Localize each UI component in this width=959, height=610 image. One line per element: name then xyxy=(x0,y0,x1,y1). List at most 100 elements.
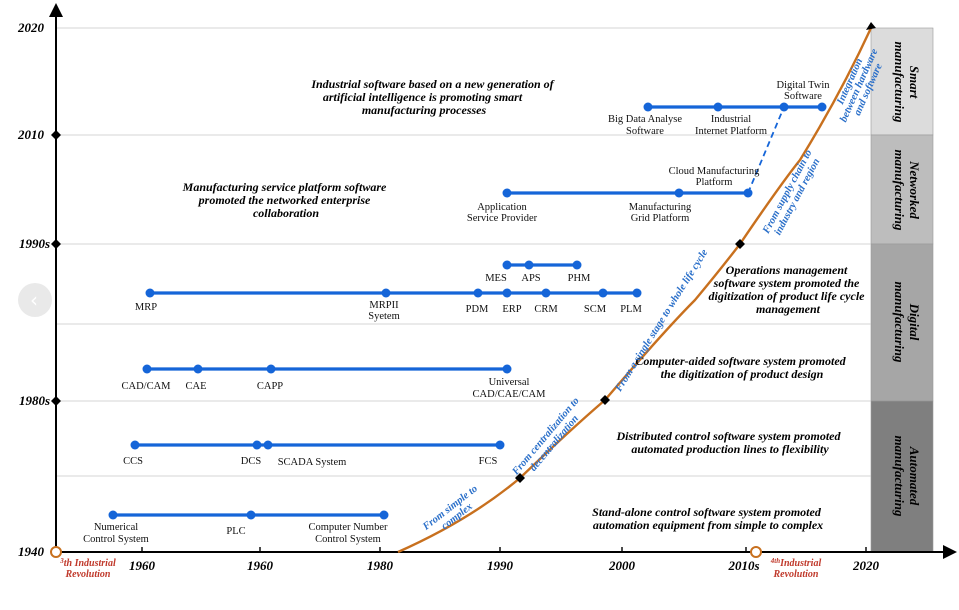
third-revolution-marker xyxy=(50,546,62,558)
node-plc xyxy=(246,510,256,520)
stage-digital-label: Digitalmanufacturing xyxy=(892,282,922,363)
node-pdm xyxy=(473,288,483,298)
stage-descriptions: Industrial software based on a new gener… xyxy=(182,77,868,532)
node-smart-end xyxy=(817,102,827,112)
stage-labels: Smartmanufacturing Networkedmanufacturin… xyxy=(892,42,922,517)
node-nc xyxy=(108,510,118,520)
x-label-2010s: 2010s xyxy=(727,558,759,573)
label-mrpii: MRPII Syetem xyxy=(368,300,400,322)
label-cnc: Computer Number Control System xyxy=(308,522,388,545)
node-industrial-internet xyxy=(713,102,723,112)
label-mrp: MRP xyxy=(135,302,157,313)
label-asp: Application Service Provider xyxy=(467,202,538,224)
node-plm xyxy=(632,288,642,298)
stage-smart-label: Smartmanufacturing xyxy=(892,42,922,123)
x-label-2000: 2000 xyxy=(608,558,636,573)
node-cadcam xyxy=(142,364,152,374)
node-digital-twin xyxy=(779,102,789,112)
third-revolution-label: 3th Industrial Revolution xyxy=(59,557,116,580)
node-mes xyxy=(502,260,512,270)
label-capp: CAPP xyxy=(257,381,283,392)
fourth-revolution-marker xyxy=(750,546,762,558)
timeline-nodes xyxy=(108,102,827,520)
y-label-2010: 2010 xyxy=(17,127,45,142)
y-axis-markers xyxy=(51,130,61,406)
label-scm: SCM xyxy=(584,304,607,315)
label-universal: Universal CAD/CAE/CAM xyxy=(473,377,547,400)
label-cae: CAE xyxy=(186,381,207,392)
node-mrpii xyxy=(381,288,391,298)
svg-text:3th Industrial: 3th Industrial xyxy=(59,557,116,569)
x-axis-ticks xyxy=(141,547,867,552)
label-big-data: Big Data Analyse Software xyxy=(608,114,682,137)
node-cnc xyxy=(379,510,389,520)
stage-band-networked xyxy=(870,134,934,245)
node-fcs xyxy=(495,440,505,450)
node-scm xyxy=(598,288,608,298)
label-digital-twin: Digital Twin Software xyxy=(776,80,830,102)
stage-band-digital xyxy=(870,243,934,402)
curve-markers xyxy=(515,22,876,483)
node-asp xyxy=(502,188,512,198)
annotation-centralization: From centralization todecentralization xyxy=(510,396,590,486)
label-plc: PLC xyxy=(226,526,245,537)
description-standalone: Stand-alone control software system prom… xyxy=(592,505,824,532)
node-phm xyxy=(572,260,582,270)
description-smart: Industrial software based on a new gener… xyxy=(310,77,556,117)
label-industrial-internet: Industrial Internet Platform xyxy=(695,114,767,137)
label-mes: MES xyxy=(485,273,507,284)
node-labels: Big Data Analyse Software Industrial Inter… xyxy=(83,80,830,545)
label-fcs: FCS xyxy=(479,456,498,467)
connector-cloud-to-twin xyxy=(747,106,785,194)
stage-band-automated xyxy=(870,400,934,553)
stage-automated-label: Automatedmanufacturing xyxy=(892,436,922,517)
label-aps: APS xyxy=(521,273,540,284)
node-mrp xyxy=(145,288,155,298)
chevron-left-icon: ‹ xyxy=(30,288,38,312)
stage-band-smart xyxy=(870,27,934,136)
label-mgp: Manufacturing Grid Platform xyxy=(629,202,692,224)
x-label-1990: 1990 xyxy=(487,558,514,573)
label-nc: Numerical Control System xyxy=(83,522,149,545)
node-cloud xyxy=(743,188,753,198)
description-digital-cad: Computer-aided software system promoted … xyxy=(635,354,848,381)
label-crm: CRM xyxy=(534,304,558,315)
label-plm: PLM xyxy=(620,304,642,315)
fourth-revolution-label: 4thIndustrial Revolution xyxy=(770,557,822,580)
svg-text:Revolution: Revolution xyxy=(64,569,110,580)
carousel-prev-button[interactable]: ‹ xyxy=(18,283,52,317)
node-erp xyxy=(502,288,512,298)
y-axis-labels: 2020 2010 1990s 1980s 1940 xyxy=(17,20,50,559)
description-digital-ops: Operations management software system pr… xyxy=(709,263,868,316)
node-scada xyxy=(263,440,273,450)
node-ccs xyxy=(130,440,140,450)
svg-text:Revolution: Revolution xyxy=(772,569,818,580)
x-label-1960b: 1960 xyxy=(247,558,274,573)
x-label-1980: 1980 xyxy=(367,558,394,573)
node-big-data xyxy=(643,102,653,112)
x-label-2020: 2020 xyxy=(852,558,880,573)
svg-text:4thIndustrial: 4thIndustrial xyxy=(770,557,822,569)
label-scada: SCADA System xyxy=(278,457,347,468)
y-label-2020: 2020 xyxy=(17,20,45,35)
y-label-1990s: 1990s xyxy=(19,236,50,251)
label-cloud: Cloud Manufacturing Platform xyxy=(669,166,760,188)
node-capp xyxy=(266,364,276,374)
node-crm xyxy=(541,288,551,298)
stage-networked-label: Networkedmanufacturing xyxy=(892,150,922,231)
label-cadcam: CAD/CAM xyxy=(121,381,171,392)
node-aps xyxy=(524,260,534,270)
label-ccs: CCS xyxy=(123,456,143,467)
label-dcs: DCS xyxy=(241,456,262,467)
label-erp: ERP xyxy=(502,304,521,315)
node-universal xyxy=(502,364,512,374)
x-axis-labels: 1960 1960 1980 1990 2000 2010s 2020 xyxy=(129,558,880,573)
x-label-1960a: 1960 xyxy=(129,558,156,573)
y-label-1980s: 1980s xyxy=(19,393,50,408)
node-cae xyxy=(193,364,203,374)
annotation-simple-complex: From simple tocomplex xyxy=(420,483,486,542)
description-networked: Manufacturing service platform software … xyxy=(182,180,390,220)
node-mgp xyxy=(674,188,684,198)
label-phm: PHM xyxy=(568,273,591,284)
